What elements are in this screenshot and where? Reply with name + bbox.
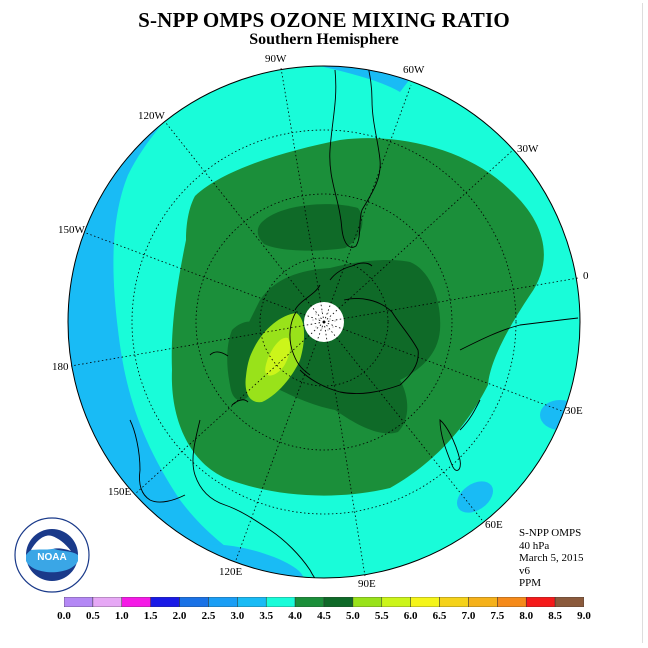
color-swatch [525, 597, 556, 607]
color-scale-tick-label: 9.0 [577, 610, 591, 622]
info-product: S-NPP OMPS [519, 527, 582, 539]
color-scale-tick-label: 8.0 [519, 610, 534, 622]
color-swatch [352, 597, 383, 607]
lon-label-0: 0 [583, 270, 589, 282]
noaa-logo-text: NOAA [37, 552, 66, 563]
color-scale-tick-label: 4.0 [288, 610, 302, 622]
color-swatch [439, 597, 469, 607]
color-swatch [179, 597, 209, 607]
color-scale-tick-label: 2.0 [172, 610, 187, 622]
contour-5.5-6.0 [265, 337, 291, 376]
color-scale-tick-label: 8.5 [548, 610, 562, 622]
coast-australia [192, 419, 326, 578]
info-version: v6 [519, 564, 530, 577]
lon-label-150w: 150W [58, 224, 86, 236]
coast-antarctica-east [299, 298, 419, 395]
color-swatch [208, 597, 238, 607]
color-scale-tick-label: 3.5 [259, 610, 274, 622]
color-swatch [150, 597, 180, 607]
color-scale-tick-label: 1.0 [114, 610, 129, 622]
coast-madagascar [439, 419, 461, 471]
product-info: S-NPP OMPS 40 hPa March 5, 2015 v6 PPM [519, 527, 583, 590]
lon-label-150e: 150E [108, 486, 132, 498]
info-units: PPM [519, 577, 542, 590]
coastlines [129, 66, 579, 578]
contour-4.5-5.0-north [257, 204, 363, 251]
color-swatch [92, 597, 123, 607]
color-swatch [554, 597, 584, 607]
lon-label-30w: 30W [517, 143, 539, 155]
color-swatch [121, 597, 151, 607]
color-swatch [64, 597, 94, 607]
color-scale-tick-label: 6.0 [403, 610, 418, 622]
map-subtitle: Southern Hemisphere [249, 31, 399, 48]
info-level: 40 hPa [519, 539, 550, 552]
coast-new-zealand [209, 351, 249, 406]
color-swatch [323, 597, 354, 607]
map-title: S-NPP OMPS OZONE MIXING RATIO [138, 8, 510, 32]
color-scale-tick-label: 2.5 [201, 610, 216, 622]
color-scale-tick-label: 0.0 [57, 610, 71, 622]
color-scale-tick-label: 6.5 [432, 610, 447, 622]
lon-label-60e: 60E [485, 519, 503, 531]
color-scale-tick-label: 3.0 [230, 610, 245, 622]
info-date: March 5, 2015 [519, 552, 584, 565]
lon-label-90e: 90E [358, 578, 376, 590]
color-swatch [237, 597, 267, 607]
color-swatch [497, 597, 527, 607]
color-scale-tick-label: 5.5 [374, 610, 389, 622]
lon-label-30e: 30E [565, 405, 583, 417]
color-scale-tick-label: 0.5 [86, 610, 100, 622]
contour-4.5-5.0-center [246, 260, 441, 434]
coast-africa [459, 317, 579, 431]
color-swatch [410, 597, 440, 607]
coast-antarctic-peninsula [294, 262, 373, 311]
color-scale-tick-label: 4.5 [317, 610, 331, 622]
color-swatch [294, 597, 325, 607]
noaa-logo: NOAA [14, 517, 90, 593]
color-scale-tick-label: 7.0 [461, 610, 476, 622]
color-scale-tick-label: 1.5 [143, 610, 158, 622]
color-scale-tick-label: 5.0 [346, 610, 360, 622]
color-swatch [265, 597, 296, 607]
lon-label-180: 180 [52, 361, 69, 373]
color-swatch [468, 597, 498, 607]
color-swatch [381, 597, 411, 607]
lon-label-90w: 90W [265, 53, 287, 65]
contour-3.0-3.5-west [68, 70, 300, 578]
contour-3.0-3.5-patch-60e [456, 481, 494, 513]
color-scale-bar [64, 597, 584, 607]
graticule [70, 67, 579, 577]
coast-australia-north [129, 419, 186, 503]
globe-outline [67, 65, 581, 579]
lon-label-120w: 120W [138, 110, 166, 122]
coast-south-america [329, 66, 381, 248]
color-scale-tick-label: 7.5 [490, 610, 505, 622]
lon-label-120e: 120E [219, 566, 243, 578]
lon-label-60w: 60W [403, 64, 425, 76]
coast-antarctica-west [289, 311, 311, 376]
